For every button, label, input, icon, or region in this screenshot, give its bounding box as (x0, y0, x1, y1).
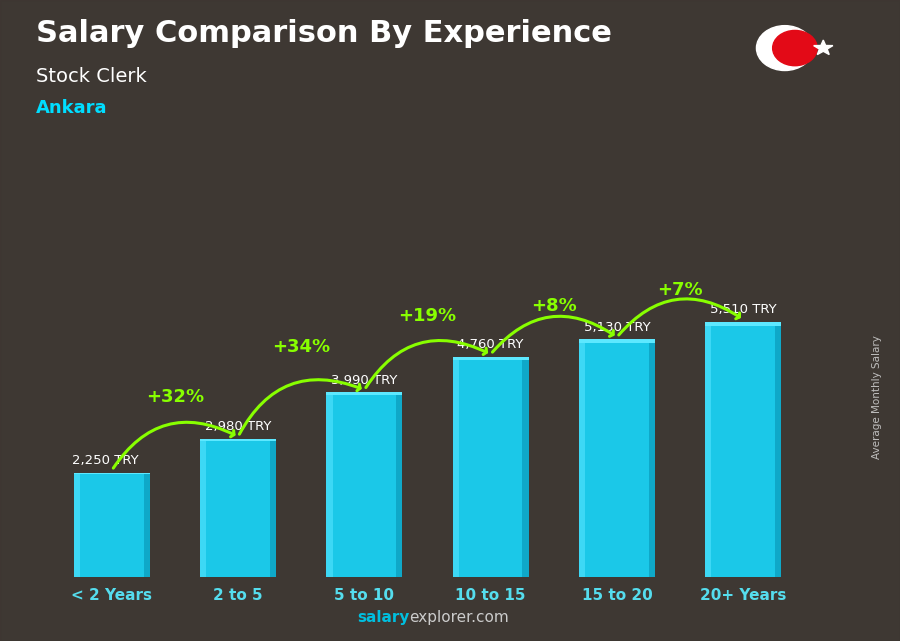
Text: explorer.com: explorer.com (410, 610, 509, 625)
Bar (327, 392, 402, 577)
Bar (396, 392, 402, 577)
Text: 4,760 TRY: 4,760 TRY (457, 338, 524, 351)
Bar (649, 340, 655, 577)
Text: 2,980 TRY: 2,980 TRY (205, 420, 271, 433)
Bar (579, 340, 655, 343)
Text: salary: salary (357, 610, 410, 625)
Bar (523, 356, 528, 577)
Circle shape (772, 30, 817, 66)
Text: +19%: +19% (399, 308, 456, 326)
Text: +32%: +32% (146, 388, 204, 406)
Bar (74, 473, 149, 474)
Polygon shape (814, 40, 832, 54)
Text: 5,130 TRY: 5,130 TRY (583, 321, 650, 334)
Text: +34%: +34% (272, 338, 330, 356)
Text: +8%: +8% (531, 297, 577, 315)
Text: 5,510 TRY: 5,510 TRY (710, 303, 777, 316)
Bar (706, 322, 781, 577)
Bar (706, 322, 711, 577)
Bar (200, 439, 206, 577)
Bar (453, 356, 528, 360)
Bar (200, 439, 276, 441)
Text: Average Monthly Salary: Average Monthly Salary (872, 335, 883, 460)
Text: 2,250 TRY: 2,250 TRY (72, 454, 139, 467)
Bar (74, 473, 149, 577)
Bar (706, 322, 781, 326)
Bar (579, 340, 585, 577)
Bar (579, 340, 655, 577)
Text: Stock Clerk: Stock Clerk (36, 67, 147, 87)
Bar (200, 439, 276, 577)
Text: Salary Comparison By Experience: Salary Comparison By Experience (36, 19, 612, 48)
Bar (775, 322, 781, 577)
Text: 3,990 TRY: 3,990 TRY (331, 374, 398, 387)
Bar (453, 356, 528, 577)
Bar (270, 439, 276, 577)
Bar (74, 473, 80, 577)
Bar (327, 392, 332, 577)
Bar (327, 392, 402, 395)
Circle shape (756, 26, 814, 71)
Text: Ankara: Ankara (36, 99, 107, 117)
Text: +7%: +7% (657, 281, 703, 299)
Bar (144, 473, 149, 577)
Bar (453, 356, 459, 577)
